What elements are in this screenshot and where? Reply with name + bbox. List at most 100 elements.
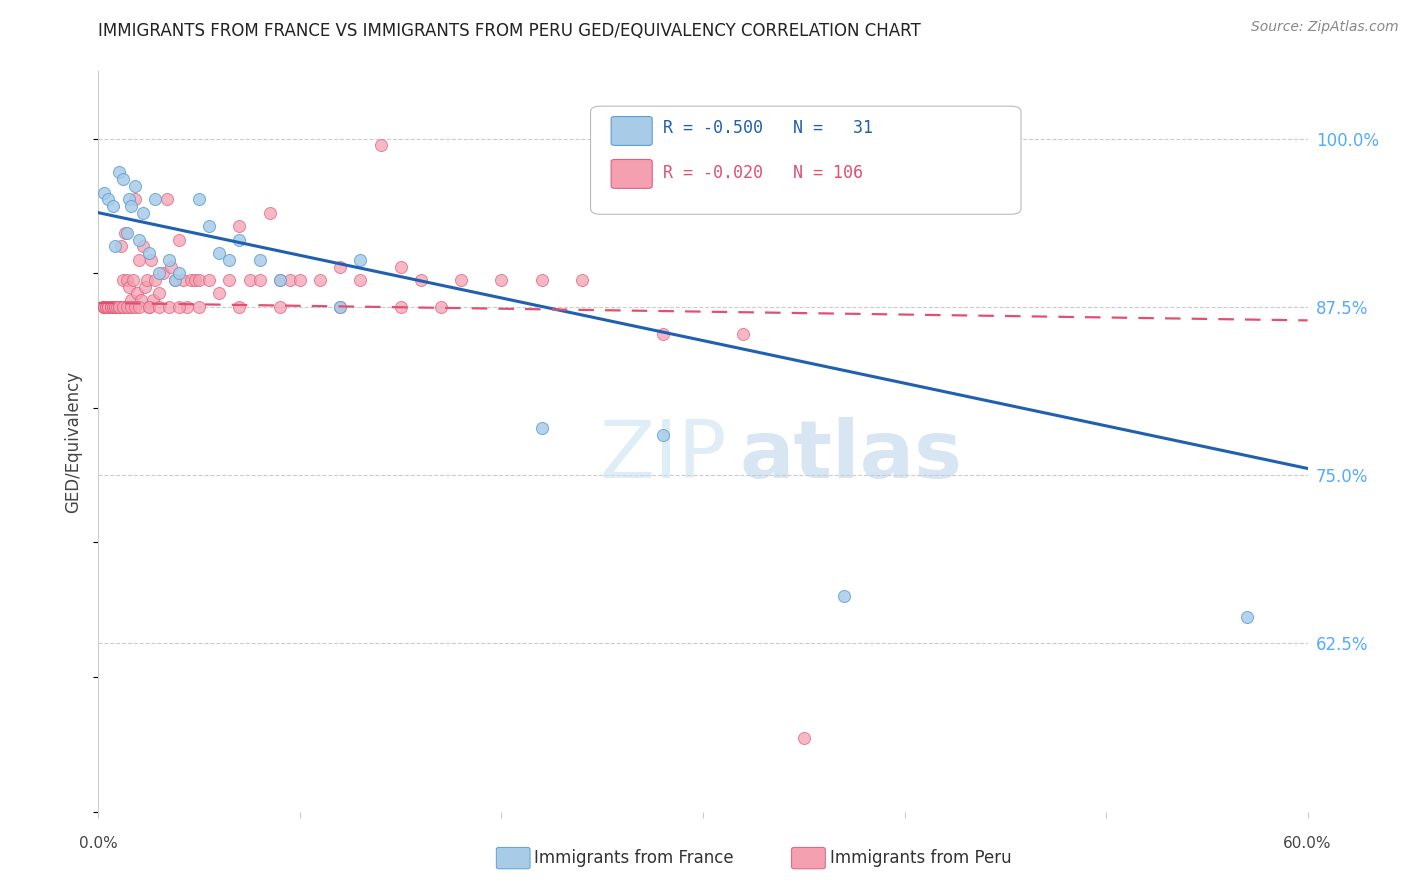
Point bbox=[180, 273, 202, 287]
Point bbox=[100, 300, 122, 314]
Point bbox=[101, 300, 124, 314]
Point bbox=[793, 731, 815, 745]
Point bbox=[143, 273, 166, 287]
Point bbox=[103, 300, 125, 314]
Point bbox=[97, 300, 120, 314]
Point bbox=[148, 266, 170, 280]
Point bbox=[228, 300, 250, 314]
Point bbox=[188, 300, 211, 314]
Point bbox=[176, 300, 198, 314]
Point bbox=[329, 300, 352, 314]
Point bbox=[163, 273, 186, 287]
Point bbox=[103, 300, 125, 314]
Point bbox=[530, 421, 553, 435]
Point bbox=[93, 300, 115, 314]
Point bbox=[107, 300, 129, 314]
Point bbox=[132, 239, 155, 253]
Text: 60.0%: 60.0% bbox=[1284, 836, 1331, 851]
Point bbox=[349, 273, 371, 287]
Point bbox=[111, 300, 134, 314]
Point bbox=[148, 300, 170, 314]
Point bbox=[389, 300, 412, 314]
Point bbox=[309, 273, 332, 287]
Point bbox=[115, 300, 138, 314]
Point bbox=[100, 300, 122, 314]
Point bbox=[239, 273, 262, 287]
Point bbox=[188, 192, 211, 206]
Point bbox=[93, 186, 115, 200]
Point bbox=[110, 239, 132, 253]
Y-axis label: GED/Equivalency: GED/Equivalency bbox=[65, 370, 83, 513]
Point bbox=[105, 300, 128, 314]
Point bbox=[409, 273, 432, 287]
Point bbox=[124, 300, 146, 314]
Point bbox=[259, 205, 281, 219]
Point bbox=[832, 590, 855, 604]
Point bbox=[329, 260, 352, 274]
Point bbox=[349, 252, 371, 267]
Point bbox=[93, 300, 115, 314]
Point bbox=[128, 252, 150, 267]
Point bbox=[208, 286, 231, 301]
Point bbox=[132, 205, 155, 219]
Point bbox=[111, 273, 134, 287]
Text: R = -0.020   N = 106: R = -0.020 N = 106 bbox=[664, 164, 863, 182]
Point bbox=[118, 192, 141, 206]
Point bbox=[269, 300, 291, 314]
Point bbox=[157, 300, 180, 314]
Point bbox=[167, 266, 190, 280]
Point bbox=[100, 300, 122, 314]
Point bbox=[491, 273, 513, 287]
Point bbox=[96, 300, 118, 314]
Point bbox=[120, 300, 142, 314]
Point bbox=[93, 300, 115, 314]
Point bbox=[148, 286, 170, 301]
Point bbox=[97, 192, 120, 206]
Point bbox=[96, 300, 118, 314]
Point bbox=[111, 300, 134, 314]
Point bbox=[160, 260, 183, 274]
Point bbox=[530, 273, 553, 287]
Point bbox=[138, 246, 160, 260]
Point bbox=[450, 273, 472, 287]
Point bbox=[128, 233, 150, 247]
Point bbox=[115, 226, 138, 240]
Point bbox=[103, 300, 125, 314]
Text: Immigrants from Peru: Immigrants from Peru bbox=[830, 849, 1011, 867]
Point bbox=[103, 300, 125, 314]
Point bbox=[184, 273, 207, 287]
Point bbox=[96, 300, 118, 314]
Point bbox=[101, 300, 124, 314]
Point bbox=[249, 273, 271, 287]
Point bbox=[139, 252, 162, 267]
Point bbox=[97, 300, 120, 314]
Point bbox=[157, 252, 180, 267]
Point bbox=[389, 260, 412, 274]
Point bbox=[571, 273, 593, 287]
Point bbox=[156, 192, 179, 206]
Point bbox=[167, 300, 190, 314]
Point bbox=[107, 300, 129, 314]
Point bbox=[138, 300, 160, 314]
Point bbox=[120, 199, 142, 213]
Point bbox=[188, 273, 211, 287]
Point bbox=[97, 300, 120, 314]
Point bbox=[120, 293, 142, 308]
Point bbox=[128, 300, 150, 314]
Point bbox=[430, 300, 453, 314]
FancyBboxPatch shape bbox=[591, 106, 1021, 214]
Point bbox=[152, 266, 174, 280]
Point bbox=[269, 273, 291, 287]
Point bbox=[138, 300, 160, 314]
Text: R = -0.500   N =   31: R = -0.500 N = 31 bbox=[664, 120, 873, 137]
Point bbox=[370, 138, 392, 153]
Point bbox=[651, 427, 673, 442]
Point bbox=[107, 300, 129, 314]
Point bbox=[105, 300, 128, 314]
Point bbox=[101, 199, 124, 213]
Point bbox=[163, 273, 186, 287]
Point bbox=[124, 192, 146, 206]
Point bbox=[118, 279, 141, 293]
Point bbox=[129, 293, 152, 308]
Point bbox=[97, 300, 120, 314]
